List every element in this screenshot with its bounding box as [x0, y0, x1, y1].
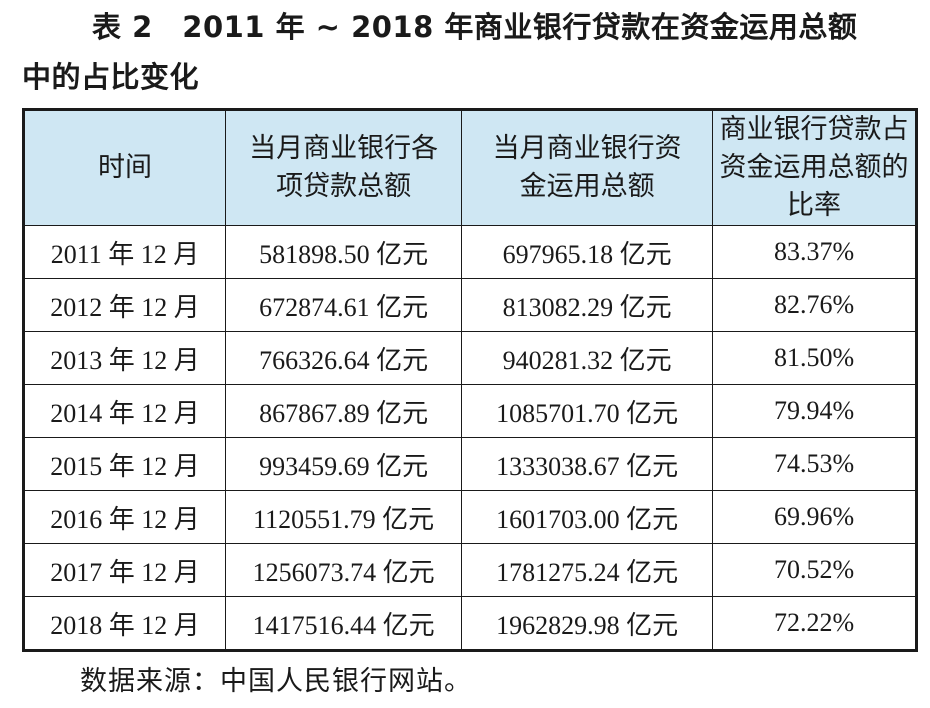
cell-total-loans: 993459.69 亿元 — [225, 437, 463, 491]
loan-ratio-table: 时间 当月商业银行各项贷款总额 当月商业银行资金运用总额 商业银行贷款占资金运用… — [22, 108, 918, 652]
cell-time: 2013 年 12 月 — [22, 331, 227, 385]
cell-time: 2012 年 12 月 — [22, 278, 227, 332]
table-row: 2016 年 12 月 1120551.79 亿元 1601703.00 亿元 … — [22, 490, 917, 544]
header-total-funds-use: 当月商业银行资金运用总额 — [461, 109, 714, 226]
table-row: 2014 年 12 月 867867.89 亿元 1085701.70 亿元 7… — [22, 384, 917, 438]
cell-time: 2016 年 12 月 — [22, 490, 227, 544]
table-row: 2012 年 12 月 672874.61 亿元 813082.29 亿元 82… — [22, 278, 917, 332]
header-time: 时间 — [22, 109, 227, 226]
cell-loan-ratio: 69.96% — [712, 490, 917, 544]
cell-time: 2017 年 12 月 — [22, 543, 227, 597]
cell-loan-ratio: 79.94% — [712, 384, 917, 438]
cell-time: 2018 年 12 月 — [22, 596, 227, 651]
data-source-note: 数据来源：中国人民银行网站。 — [80, 666, 472, 697]
cell-time: 2011 年 12 月 — [22, 225, 227, 279]
cell-total-loans: 867867.89 亿元 — [225, 384, 463, 438]
table-row: 2015 年 12 月 993459.69 亿元 1333038.67 亿元 7… — [22, 437, 917, 491]
table-row: 2018 年 12 月 1417516.44 亿元 1962829.98 亿元 … — [22, 596, 917, 651]
cell-loan-ratio: 82.76% — [712, 278, 917, 332]
table-row: 2011 年 12 月 581898.50 亿元 697965.18 亿元 83… — [22, 225, 917, 279]
table-caption-line-1: 表 2 2011 年 ~ 2018 年商业银行贷款在资金运用总额 — [92, 10, 858, 44]
cell-total-loans: 1256073.74 亿元 — [225, 543, 463, 597]
cell-total-funds-use: 1601703.00 亿元 — [461, 490, 714, 544]
cell-total-loans: 1417516.44 亿元 — [225, 596, 463, 651]
cell-total-loans: 1120551.79 亿元 — [225, 490, 463, 544]
cell-loan-ratio: 72.22% — [712, 596, 917, 651]
cell-loan-ratio: 74.53% — [712, 437, 917, 491]
table-row: 2013 年 12 月 766326.64 亿元 940281.32 亿元 81… — [22, 331, 917, 385]
cell-loan-ratio: 83.37% — [712, 225, 917, 279]
cell-time: 2015 年 12 月 — [22, 437, 227, 491]
cell-total-loans: 766326.64 亿元 — [225, 331, 463, 385]
header-total-loans: 当月商业银行各项贷款总额 — [225, 109, 463, 226]
cell-total-funds-use: 1962829.98 亿元 — [461, 596, 714, 651]
table-caption-line-2: 中的占比变化 — [22, 60, 200, 94]
cell-total-funds-use: 697965.18 亿元 — [461, 225, 714, 279]
table-row: 2017 年 12 月 1256073.74 亿元 1781275.24 亿元 … — [22, 543, 917, 597]
cell-total-funds-use: 1085701.70 亿元 — [461, 384, 714, 438]
cell-time: 2014 年 12 月 — [22, 384, 227, 438]
cell-loan-ratio: 70.52% — [712, 543, 917, 597]
cell-total-funds-use: 1333038.67 亿元 — [461, 437, 714, 491]
cell-total-funds-use: 1781275.24 亿元 — [461, 543, 714, 597]
table-header-row: 时间 当月商业银行各项贷款总额 当月商业银行资金运用总额 商业银行贷款占资金运用… — [22, 109, 917, 226]
cell-total-loans: 672874.61 亿元 — [225, 278, 463, 332]
cell-total-funds-use: 813082.29 亿元 — [461, 278, 714, 332]
cell-total-funds-use: 940281.32 亿元 — [461, 331, 714, 385]
cell-loan-ratio: 81.50% — [712, 331, 917, 385]
cell-total-loans: 581898.50 亿元 — [225, 225, 463, 279]
header-loan-ratio: 商业银行贷款占资金运用总额的比率 — [712, 109, 917, 226]
